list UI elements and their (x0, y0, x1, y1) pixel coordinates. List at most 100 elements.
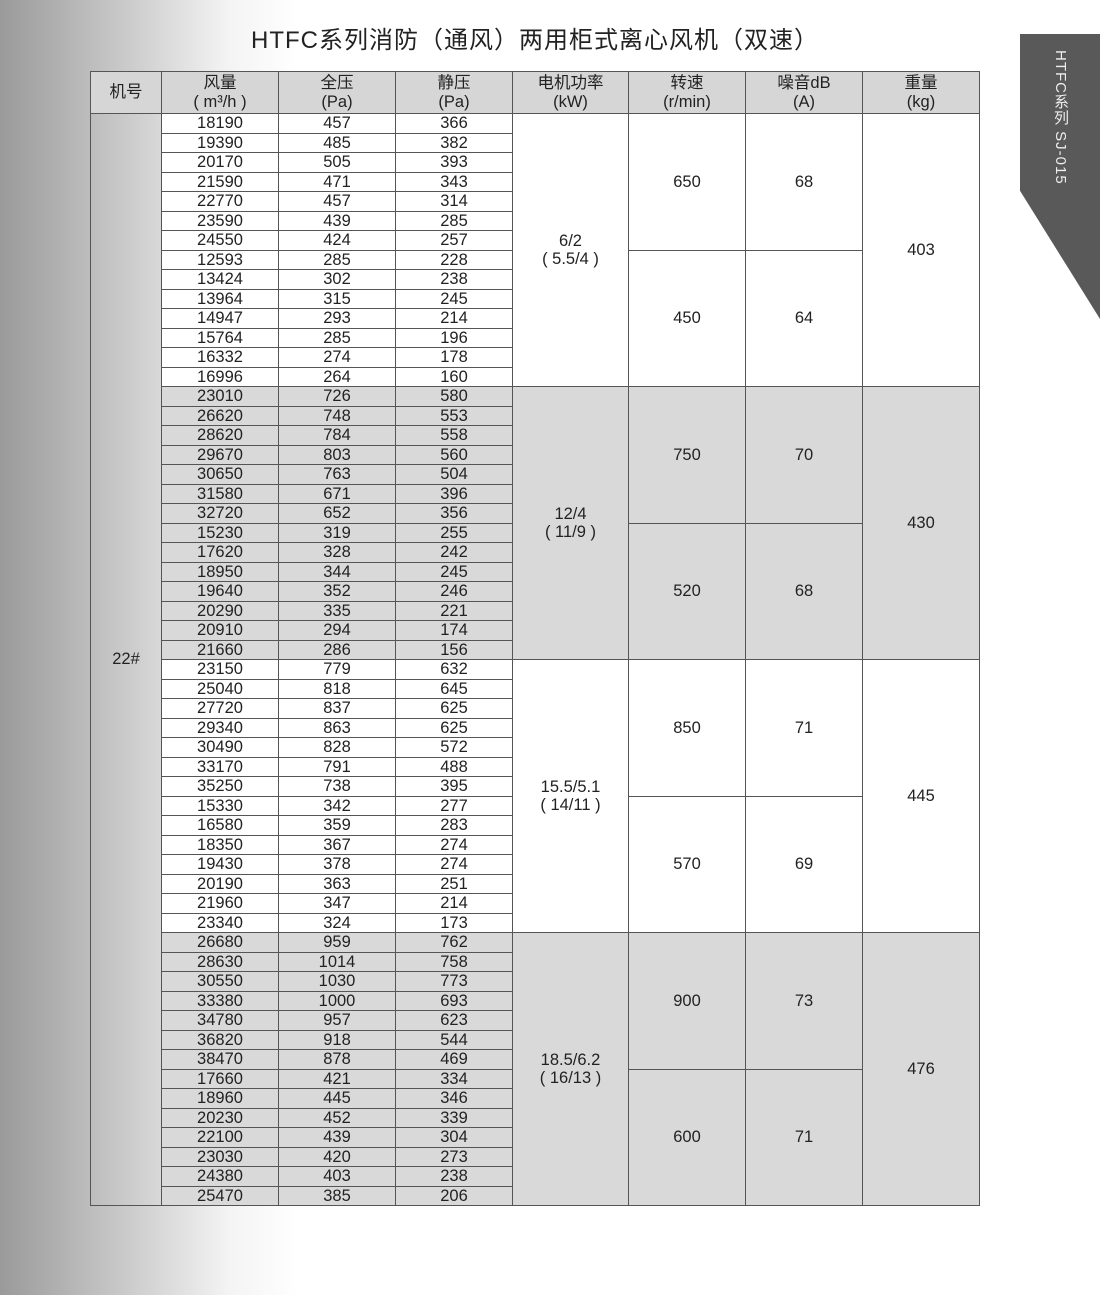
speed-cell: 750 (628, 386, 746, 524)
table-row: 25470 385 206 (91, 1185, 980, 1206)
table-row: 18350 367 274 (91, 834, 980, 855)
static-pressure-cell: 245 (395, 561, 513, 582)
static-pressure-cell: 773 (395, 971, 513, 992)
noise-cell: 64 (745, 249, 863, 387)
airflow-cell: 25040 (161, 678, 279, 699)
table-row: 23150 779 632 15.5/5.1( 14/11 ) 850 71 445 (91, 659, 980, 933)
speed-cell: 850 (628, 659, 746, 797)
static-pressure-cell: 304 (395, 1127, 513, 1148)
static-pressure-cell: 645 (395, 678, 513, 699)
static-pressure-cell: 178 (395, 347, 513, 368)
static-pressure-cell: 382 (395, 132, 513, 153)
total-pressure-cell: 385 (278, 1185, 396, 1206)
total-pressure-cell: 378 (278, 854, 396, 875)
total-pressure-cell: 439 (278, 1127, 396, 1148)
airflow-cell: 18350 (161, 834, 279, 855)
header-label: 全压 (320, 73, 354, 92)
total-pressure-cell: 457 (278, 191, 396, 212)
table-row: 20170 505 393 (91, 152, 980, 173)
airflow-cell: 15230 (161, 522, 279, 543)
noise-cell: 71 (745, 1068, 863, 1206)
total-pressure-cell: 837 (278, 698, 396, 719)
airflow-cell: 36820 (161, 1029, 279, 1050)
table-row: 20910 294 174 (91, 620, 980, 641)
total-pressure-cell: 403 (278, 1166, 396, 1187)
airflow-cell: 16332 (161, 347, 279, 368)
total-pressure-cell: 424 (278, 230, 396, 251)
static-pressure-cell: 283 (395, 815, 513, 836)
airflow-cell: 18960 (161, 1088, 279, 1109)
airflow-cell: 19390 (161, 132, 279, 153)
header-unit: (Pa) (438, 92, 470, 111)
total-pressure-cell: 328 (278, 542, 396, 563)
header-unit: ( m³/h ) (193, 92, 247, 111)
total-pressure-cell: 726 (278, 386, 396, 407)
table-row: 29340 863 625 (91, 717, 980, 738)
motor-power-value: 18.5/6.2 (540, 1050, 601, 1069)
airflow-cell: 26680 (161, 932, 279, 953)
airflow-cell: 33170 (161, 756, 279, 777)
static-pressure-cell: 277 (395, 795, 513, 816)
static-pressure-cell: 560 (395, 444, 513, 465)
speed-cell: 520 (628, 522, 746, 660)
table-row: 23590 439 285 (91, 210, 980, 231)
header-label: 转速 (670, 73, 704, 92)
static-pressure-cell: 221 (395, 600, 513, 621)
header-airflow: 风量( m³/h ) (161, 71, 279, 114)
static-pressure-cell: 214 (395, 308, 513, 329)
static-pressure-cell: 504 (395, 464, 513, 485)
table-row: 23340 324 173 (91, 912, 980, 933)
airflow-cell: 19430 (161, 854, 279, 875)
static-pressure-cell: 553 (395, 405, 513, 426)
total-pressure-cell: 274 (278, 347, 396, 368)
airflow-cell: 12593 (161, 249, 279, 270)
airflow-cell: 23340 (161, 912, 279, 933)
table-row: 22# 18190 457 366 6/2( 5.5/4 ) 650 68 403 (90, 113, 980, 1206)
total-pressure-cell: 652 (278, 503, 396, 524)
static-pressure-cell: 762 (395, 932, 513, 953)
table-row: 34780 957 623 (91, 1010, 980, 1031)
static-pressure-cell: 273 (395, 1146, 513, 1167)
table-row: 24550 424 257 (91, 230, 980, 251)
header-unit: (A) (793, 92, 815, 111)
total-pressure-cell: 302 (278, 269, 396, 290)
page-title: HTFC系列消防（通风）两用柜式离心风机（双速） (251, 27, 819, 54)
side-section-tab: HTFC系列 SJ-015 (1020, 34, 1100, 319)
static-pressure-cell: 366 (395, 113, 513, 134)
motor-power-value: ( 16/13 ) (539, 1069, 602, 1087)
fan-spec-table: 机号 风量( m³/h ) 全压 (Pa) 静压 (Pa) 电机功率 (kW) 转速 (r/min… (90, 71, 980, 1206)
table-row: 23010 726 580 12/4( 11/9 ) 750 70 430 (91, 386, 980, 660)
total-pressure-cell: 1000 (278, 990, 396, 1011)
airflow-cell: 18950 (161, 561, 279, 582)
static-pressure-cell: 238 (395, 269, 513, 290)
header-label: 电机功率 (537, 73, 604, 92)
total-pressure-cell: 457 (278, 113, 396, 134)
table-row: 25040 818 645 (91, 678, 980, 699)
motor-power-value: 15.5/5.1 (540, 777, 601, 796)
header-unit: (kg) (906, 92, 936, 111)
total-pressure-cell: 918 (278, 1029, 396, 1050)
table-row: 27720 837 625 (91, 698, 980, 719)
header-label: 噪音dB (777, 73, 831, 92)
weight-cell: 445 (862, 659, 980, 933)
table-row: 35250 738 395 (91, 776, 980, 797)
total-pressure-cell: 505 (278, 152, 396, 173)
total-pressure-cell: 367 (278, 834, 396, 855)
airflow-cell: 16580 (161, 815, 279, 836)
airflow-cell: 25470 (161, 1185, 279, 1206)
static-pressure-cell: 625 (395, 698, 513, 719)
static-pressure-cell: 274 (395, 854, 513, 875)
static-pressure-cell: 206 (395, 1185, 513, 1206)
airflow-cell: 23030 (161, 1146, 279, 1167)
airflow-cell: 30550 (161, 971, 279, 992)
total-pressure-cell: 452 (278, 1107, 396, 1128)
motor-power-value: ( 14/11 ) (540, 796, 601, 814)
airflow-cell: 23590 (161, 210, 279, 231)
total-pressure-cell: 863 (278, 717, 396, 738)
motor-power-cell: 12/4( 11/9 ) (512, 386, 629, 660)
static-pressure-cell: 395 (395, 776, 513, 797)
static-pressure-cell: 246 (395, 581, 513, 602)
speed-cell: 570 (628, 795, 746, 933)
static-pressure-cell: 580 (395, 386, 513, 407)
total-pressure-cell: 335 (278, 600, 396, 621)
